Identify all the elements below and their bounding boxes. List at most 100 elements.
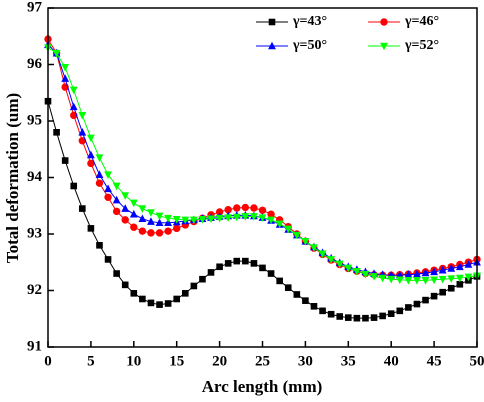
marker <box>87 134 95 143</box>
marker <box>181 216 190 225</box>
marker <box>455 262 464 271</box>
marker <box>379 312 386 320</box>
marker <box>396 307 404 315</box>
marker <box>207 269 215 276</box>
marker <box>336 313 344 320</box>
x-tick-label: 5 <box>87 353 95 369</box>
marker <box>164 300 172 307</box>
marker <box>224 260 232 267</box>
marker <box>259 264 266 272</box>
marker <box>215 214 224 223</box>
marker <box>112 182 121 191</box>
marker <box>447 264 456 272</box>
marker <box>113 270 120 277</box>
y-tick-label: 91 <box>27 338 42 354</box>
marker <box>52 49 61 58</box>
marker <box>112 207 121 216</box>
marker <box>439 288 446 296</box>
x-axis-title: Arc length (mm) <box>202 377 323 396</box>
x-tick-label: 40 <box>384 353 399 369</box>
x-tick-label: 30 <box>298 353 313 369</box>
marker <box>155 229 164 237</box>
marker <box>104 193 112 201</box>
marker <box>318 250 327 259</box>
marker <box>79 205 86 212</box>
marker <box>147 217 155 225</box>
marker <box>370 314 378 321</box>
marker <box>216 263 223 271</box>
marker <box>69 86 78 95</box>
y-tick-label: 94 <box>27 169 43 185</box>
marker <box>232 213 241 222</box>
marker <box>70 182 78 190</box>
legend-label: γ=50° <box>292 38 327 53</box>
marker <box>293 291 301 298</box>
x-tick-label: 0 <box>44 353 52 369</box>
series-line <box>48 38 477 276</box>
marker <box>241 213 250 221</box>
marker <box>224 214 233 222</box>
marker <box>327 310 335 318</box>
marker <box>121 216 129 224</box>
y-tick-label: 92 <box>27 282 42 298</box>
marker <box>258 214 267 222</box>
x-tick-label: 10 <box>126 353 141 369</box>
marker <box>104 256 112 263</box>
marker <box>173 224 181 233</box>
marker <box>164 227 172 235</box>
marker <box>455 274 464 283</box>
marker <box>413 300 421 308</box>
legend-label: γ=43° <box>292 14 327 29</box>
marker <box>413 269 421 278</box>
marker <box>147 209 155 217</box>
marker <box>258 206 267 214</box>
marker <box>301 238 310 246</box>
marker <box>361 270 370 279</box>
marker <box>87 225 95 232</box>
marker <box>276 277 283 285</box>
marker <box>87 150 95 159</box>
marker <box>173 295 180 303</box>
marker <box>198 216 207 224</box>
marker <box>95 170 104 178</box>
x-tick-label: 25 <box>255 353 270 369</box>
marker <box>250 204 258 212</box>
marker <box>87 159 95 168</box>
marker <box>104 184 112 193</box>
y-tick-label: 97 <box>27 0 43 15</box>
marker <box>370 273 378 281</box>
marker <box>404 277 413 285</box>
marker <box>112 195 121 204</box>
marker <box>155 212 164 221</box>
x-tick-label: 35 <box>341 353 356 369</box>
marker <box>447 275 456 283</box>
series-line <box>48 44 477 276</box>
marker <box>456 280 464 288</box>
marker <box>190 282 198 290</box>
marker <box>430 292 438 300</box>
marker <box>438 265 447 274</box>
marker <box>268 18 276 26</box>
marker <box>78 128 87 136</box>
marker <box>267 216 275 225</box>
marker <box>138 205 147 213</box>
y-tick-label: 95 <box>27 112 42 128</box>
y-tick-label: 93 <box>27 225 42 241</box>
marker <box>207 215 215 224</box>
marker <box>121 192 130 200</box>
marker <box>405 304 412 311</box>
marker <box>310 244 318 252</box>
marker <box>78 112 87 120</box>
marker <box>96 242 103 249</box>
x-tick-label: 50 <box>470 353 484 369</box>
marker <box>275 220 284 229</box>
marker <box>447 284 455 292</box>
marker <box>422 296 429 304</box>
marker <box>284 225 293 234</box>
marker <box>395 276 404 285</box>
y-axis-title: Total deformation (um) <box>3 93 22 263</box>
marker <box>69 102 78 111</box>
marker <box>147 229 155 237</box>
marker <box>430 276 438 285</box>
marker <box>138 214 147 223</box>
